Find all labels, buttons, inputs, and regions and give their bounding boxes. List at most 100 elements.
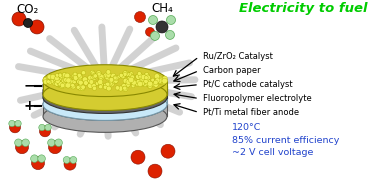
- Circle shape: [98, 74, 103, 79]
- Circle shape: [61, 79, 66, 83]
- Circle shape: [71, 84, 76, 89]
- Circle shape: [158, 76, 163, 81]
- Circle shape: [115, 86, 119, 90]
- Circle shape: [135, 12, 145, 22]
- Circle shape: [145, 75, 150, 80]
- Circle shape: [159, 77, 164, 83]
- Circle shape: [58, 73, 62, 77]
- Circle shape: [106, 72, 111, 77]
- Circle shape: [76, 85, 80, 89]
- Circle shape: [123, 86, 127, 90]
- Circle shape: [71, 83, 75, 87]
- Circle shape: [10, 122, 20, 133]
- Circle shape: [55, 139, 62, 146]
- Circle shape: [63, 77, 69, 82]
- Circle shape: [147, 81, 153, 86]
- Circle shape: [123, 72, 127, 76]
- Circle shape: [65, 83, 71, 88]
- Circle shape: [130, 75, 135, 79]
- Circle shape: [162, 76, 167, 81]
- Circle shape: [66, 78, 71, 83]
- Polygon shape: [43, 91, 167, 98]
- Circle shape: [59, 83, 65, 88]
- Circle shape: [126, 79, 131, 84]
- Ellipse shape: [43, 79, 167, 110]
- Circle shape: [129, 72, 133, 75]
- Circle shape: [125, 82, 130, 87]
- Circle shape: [83, 81, 88, 85]
- Ellipse shape: [43, 65, 167, 97]
- Circle shape: [49, 141, 62, 154]
- Circle shape: [47, 139, 55, 146]
- Circle shape: [69, 79, 73, 83]
- Polygon shape: [43, 105, 167, 116]
- Circle shape: [99, 77, 103, 82]
- Circle shape: [157, 78, 162, 83]
- Circle shape: [78, 85, 83, 91]
- Circle shape: [91, 76, 95, 81]
- Circle shape: [58, 81, 63, 86]
- Circle shape: [81, 71, 86, 75]
- Circle shape: [157, 76, 162, 80]
- Circle shape: [114, 76, 117, 80]
- Circle shape: [65, 73, 70, 78]
- Text: Fluoropolymer electrolyte: Fluoropolymer electrolyte: [203, 94, 312, 103]
- Circle shape: [82, 77, 88, 82]
- Circle shape: [145, 81, 151, 86]
- Circle shape: [165, 30, 174, 39]
- Circle shape: [46, 76, 51, 81]
- Circle shape: [131, 84, 135, 88]
- Circle shape: [45, 124, 51, 131]
- Circle shape: [156, 21, 168, 33]
- Circle shape: [58, 81, 62, 86]
- Circle shape: [73, 72, 77, 76]
- Circle shape: [98, 79, 103, 85]
- Circle shape: [97, 72, 101, 76]
- Text: Pt/C cathode catalyst: Pt/C cathode catalyst: [203, 80, 293, 89]
- Circle shape: [78, 84, 82, 88]
- Circle shape: [159, 80, 163, 84]
- Circle shape: [157, 79, 162, 84]
- Circle shape: [112, 79, 118, 84]
- Circle shape: [77, 80, 82, 84]
- Circle shape: [56, 80, 60, 84]
- Circle shape: [120, 74, 125, 79]
- Circle shape: [147, 80, 151, 84]
- Circle shape: [72, 79, 76, 84]
- Circle shape: [47, 80, 50, 83]
- Circle shape: [63, 73, 67, 76]
- Circle shape: [114, 79, 118, 83]
- Circle shape: [153, 80, 158, 85]
- Ellipse shape: [43, 70, 167, 101]
- Ellipse shape: [43, 89, 167, 120]
- Circle shape: [62, 82, 67, 87]
- Circle shape: [92, 75, 96, 79]
- Circle shape: [30, 20, 44, 34]
- Circle shape: [148, 15, 158, 24]
- Circle shape: [91, 72, 95, 76]
- Circle shape: [154, 74, 160, 79]
- Circle shape: [155, 78, 158, 82]
- Circle shape: [52, 78, 58, 83]
- Text: 120°C: 120°C: [232, 123, 262, 132]
- Circle shape: [78, 81, 82, 85]
- Circle shape: [148, 84, 151, 88]
- Circle shape: [53, 81, 56, 85]
- Circle shape: [92, 73, 97, 78]
- Circle shape: [100, 74, 105, 79]
- Ellipse shape: [43, 78, 167, 109]
- Circle shape: [48, 80, 52, 84]
- Circle shape: [148, 84, 152, 89]
- Circle shape: [122, 86, 128, 91]
- Circle shape: [60, 82, 65, 87]
- Circle shape: [129, 74, 134, 79]
- Circle shape: [137, 79, 141, 84]
- Circle shape: [105, 76, 111, 81]
- Text: Pt/Ti metal fiber anode: Pt/Ti metal fiber anode: [203, 108, 299, 117]
- Circle shape: [154, 83, 158, 87]
- Circle shape: [104, 73, 108, 77]
- Circle shape: [104, 74, 109, 79]
- Circle shape: [62, 83, 67, 88]
- Circle shape: [157, 79, 162, 84]
- Circle shape: [70, 156, 77, 163]
